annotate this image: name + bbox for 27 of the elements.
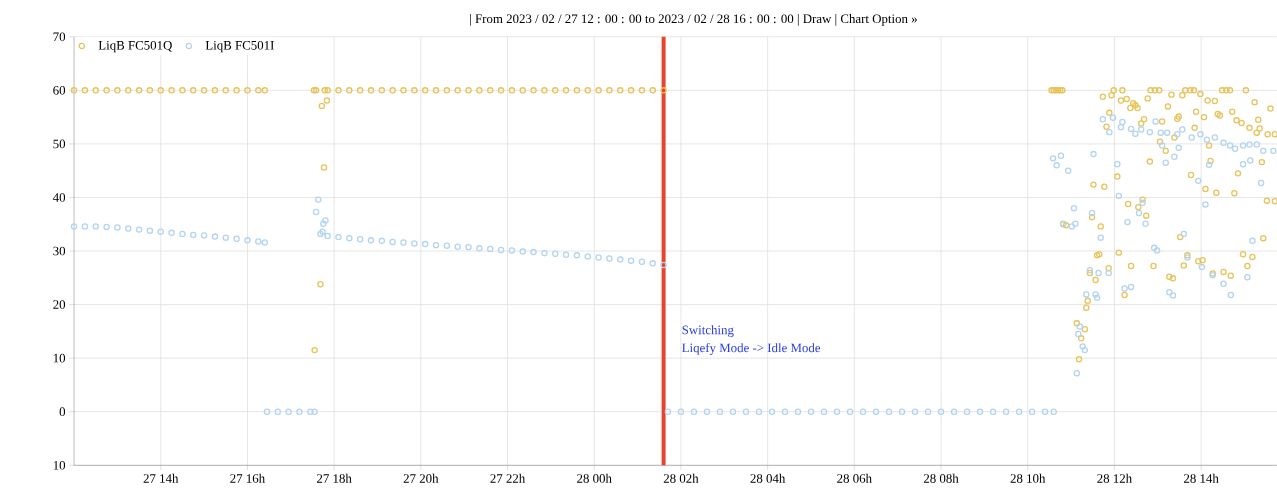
- x-tick-label: 28 06h: [837, 473, 872, 483]
- chart-title: | From 2023 / 02 / 27 12 : 00 : 00 to 2023 / 02 / 28 16 : 00 : 00 | Draw | Chart Option »: [470, 13, 917, 26]
- x-tick-label: 27 14h: [143, 473, 179, 483]
- annotation: Switching: [682, 325, 734, 337]
- y-tick-label: 70: [53, 32, 66, 42]
- y-tick-label: 0: [59, 407, 66, 416]
- y-tick-label: 20: [53, 300, 66, 309]
- y-tick-label: 50: [53, 139, 66, 149]
- legend-label: LiqB FC501Q: [98, 40, 173, 53]
- x-tick-label: 27 20h: [403, 473, 439, 483]
- y-tick-label: 60: [53, 85, 66, 95]
- x-tick-label: 27 18h: [317, 473, 352, 483]
- legend-label: LiqB FC501I: [205, 40, 274, 53]
- x-tick-label: 27 22h: [490, 473, 526, 483]
- y-tick-label: 30: [53, 246, 66, 256]
- y-tick-label: 10: [53, 353, 66, 363]
- x-tick-label: 28 10h: [1010, 473, 1046, 483]
- x-tick-label: 28 04h: [750, 473, 786, 483]
- annotation: Liqefy Mode -> Idle Mode: [682, 342, 821, 355]
- x-tick-label: 28 12h: [1097, 473, 1132, 483]
- y-tick-label: 10: [53, 460, 66, 470]
- y-tick-label: 40: [52, 193, 66, 202]
- x-tick-label: 27 16h: [230, 473, 265, 483]
- x-tick-label: 28 08h: [923, 473, 959, 483]
- x-tick-label: 28 02h: [663, 473, 699, 483]
- x-tick-label: 28 14h: [1183, 473, 1219, 483]
- x-tick-label: 28 00h: [577, 473, 612, 483]
